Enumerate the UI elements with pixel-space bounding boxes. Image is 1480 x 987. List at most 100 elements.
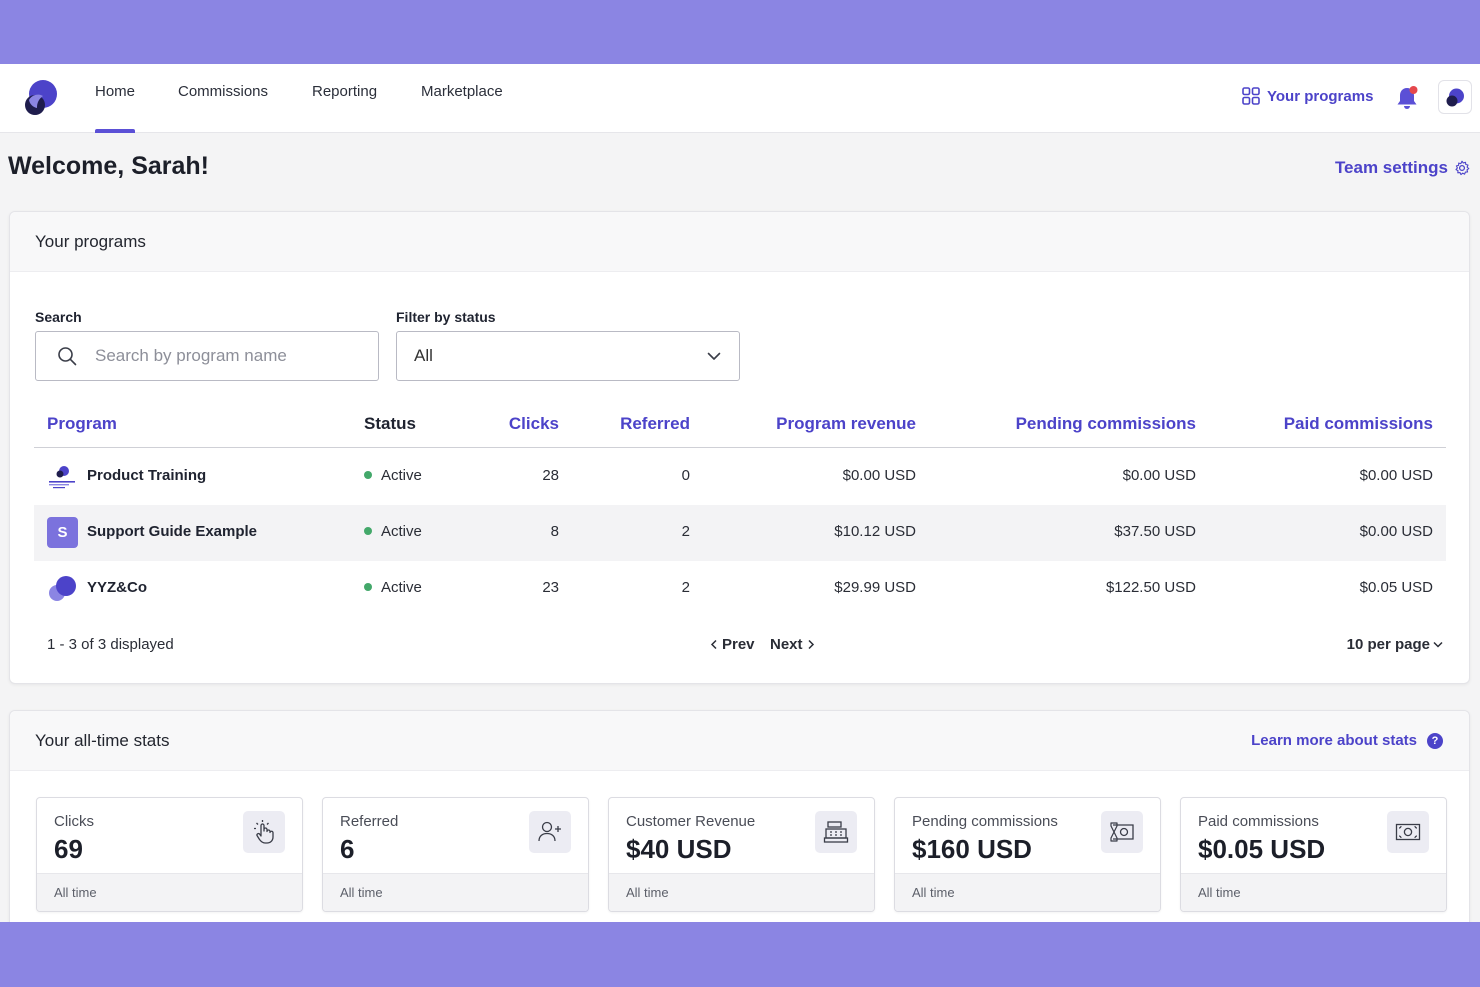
your-programs-link[interactable]: Your programs xyxy=(1242,87,1373,105)
brand-logo-icon[interactable] xyxy=(24,78,58,116)
stat-value: $160 USD xyxy=(912,834,1032,864)
stat-footer: All time xyxy=(323,873,588,911)
stat-label: Referred xyxy=(340,813,399,830)
money-clock-icon xyxy=(1101,811,1143,853)
next-label: Next xyxy=(770,636,803,653)
programs-card: Your programs Search Search by program n… xyxy=(9,211,1470,684)
filter-status-select[interactable]: All xyxy=(396,331,740,381)
product-training-logo-icon xyxy=(49,466,75,489)
stats-card-title: Your all-time stats xyxy=(35,731,170,750)
search-input[interactable]: Search by program name xyxy=(35,331,379,381)
stat-card-customer-revenue: Customer Revenue $40 USD All time xyxy=(608,797,875,912)
col-program-revenue[interactable]: Program revenue xyxy=(776,414,916,433)
col-pending-commissions[interactable]: Pending commissions xyxy=(1015,414,1196,433)
active-status-dot xyxy=(364,471,372,480)
program-name[interactable]: YYZ&Co xyxy=(87,579,147,596)
revenue-cell: $29.99 USD xyxy=(834,579,916,596)
notification-badge xyxy=(1409,86,1418,94)
per-page-label: 10 per page xyxy=(1346,636,1430,653)
help-icon: ? xyxy=(1427,733,1443,749)
col-paid-commissions[interactable]: Paid commissions xyxy=(1283,414,1433,433)
pending-cell: $0.00 USD xyxy=(1122,467,1196,484)
program-name[interactable]: Support Guide Example xyxy=(87,523,258,540)
stat-footer: All time xyxy=(609,873,874,911)
col-status: Status xyxy=(364,414,416,433)
click-icon xyxy=(243,811,285,853)
stat-card-pending-commissions: Pending commissions $160 USD All time xyxy=(894,797,1161,912)
referred-cell: 2 xyxy=(681,579,690,596)
referred-cell: 0 xyxy=(681,467,690,484)
page-title: Welcome, Sarah! xyxy=(8,152,210,180)
stat-footer: All time xyxy=(895,873,1160,911)
clicks-cell: 28 xyxy=(542,467,559,484)
prev-button[interactable]: Prev xyxy=(710,636,755,653)
nav-home[interactable]: Home xyxy=(95,64,136,133)
status-cell: Active xyxy=(364,579,422,596)
programs-card-title: Your programs xyxy=(10,212,1469,272)
team-settings-label: Team settings xyxy=(1334,158,1448,177)
stat-value: $0.05 USD xyxy=(1198,834,1326,864)
active-status-dot xyxy=(364,583,372,592)
program-name[interactable]: Product Training xyxy=(87,467,207,484)
add-user-icon xyxy=(529,811,571,853)
app-frame: Home Commissions Reporting Marketplace Y… xyxy=(0,64,1480,922)
stat-footer: All time xyxy=(37,873,302,911)
status-text: Active xyxy=(381,523,422,540)
stat-label: Paid commissions xyxy=(1198,813,1319,830)
clicks-cell: 8 xyxy=(550,523,559,540)
stat-label: Clicks xyxy=(54,813,94,830)
revenue-cell: $0.00 USD xyxy=(842,467,916,484)
banknote-icon xyxy=(1387,811,1429,853)
team-settings-link[interactable]: Team settings xyxy=(1335,158,1470,178)
search-label: Search xyxy=(35,309,82,325)
paid-cell: $0.00 USD xyxy=(1359,523,1433,540)
table-row[interactable]: Product Training Active 28 0 $0.00 USD $… xyxy=(34,449,1446,505)
pending-cell: $122.50 USD xyxy=(1105,579,1196,596)
nav-commissions[interactable]: Commissions xyxy=(178,83,269,100)
status-cell: Active xyxy=(364,523,422,540)
stat-card-clicks: Clicks 69 All time xyxy=(36,797,303,912)
clicks-cell: 23 xyxy=(542,579,559,596)
stat-value: 69 xyxy=(54,834,83,864)
stat-value: $40 USD xyxy=(626,834,732,864)
table-row[interactable]: YYZ&Co Active 23 2 $29.99 USD $122.50 US… xyxy=(34,561,1446,617)
stat-card-referred: Referred 6 All time xyxy=(322,797,589,912)
active-status-dot xyxy=(364,527,372,536)
status-text: Active xyxy=(381,467,422,484)
revenue-cell: $10.12 USD xyxy=(834,523,916,540)
per-page-select[interactable]: 10 per page xyxy=(1347,636,1443,653)
stat-label: Pending commissions xyxy=(912,813,1058,830)
stats-card-header: Your all-time stats Learn more about sta… xyxy=(10,711,1469,771)
paid-cell: $0.05 USD xyxy=(1359,579,1433,596)
table-row[interactable]: S Support Guide Example Active 8 2 $10.1… xyxy=(34,505,1446,561)
account-logo-icon xyxy=(1446,88,1464,107)
your-programs-label: Your programs xyxy=(1267,87,1374,105)
pending-cell: $37.50 USD xyxy=(1114,523,1196,540)
status-cell: Active xyxy=(364,467,422,484)
account-avatar[interactable] xyxy=(1438,80,1472,114)
top-navigation: Home Commissions Reporting Marketplace Y… xyxy=(0,64,1480,133)
nav-reporting[interactable]: Reporting xyxy=(312,83,378,100)
filter-status-label: Filter by status xyxy=(396,309,496,325)
grid-icon xyxy=(1242,87,1260,105)
nav-marketplace[interactable]: Marketplace xyxy=(421,83,503,100)
status-text: Active xyxy=(381,579,422,596)
stat-card-paid-commissions: Paid commissions $0.05 USD All time xyxy=(1180,797,1447,912)
prev-label: Prev xyxy=(722,636,755,653)
stat-value: 6 xyxy=(340,834,355,864)
cash-register-icon xyxy=(815,811,857,853)
learn-more-label: Learn more about stats xyxy=(1251,732,1417,749)
next-button[interactable]: Next xyxy=(770,636,815,653)
col-program[interactable]: Program xyxy=(47,414,117,433)
search-placeholder: Search by program name xyxy=(95,346,287,365)
program-avatar: S xyxy=(47,517,78,548)
stats-card: Your all-time stats Learn more about sta… xyxy=(9,710,1470,922)
programs-table-header: Program Status Clicks Referred Program r… xyxy=(34,402,1446,448)
learn-more-stats-link[interactable]: Learn more about stats ? xyxy=(1251,731,1443,751)
col-clicks[interactable]: Clicks xyxy=(508,414,559,433)
notifications-bell-icon[interactable] xyxy=(1394,85,1420,111)
col-referred[interactable]: Referred xyxy=(620,414,690,433)
chevron-down-icon xyxy=(707,352,721,360)
stat-label: Customer Revenue xyxy=(626,813,756,830)
chevron-left-icon xyxy=(710,639,717,650)
